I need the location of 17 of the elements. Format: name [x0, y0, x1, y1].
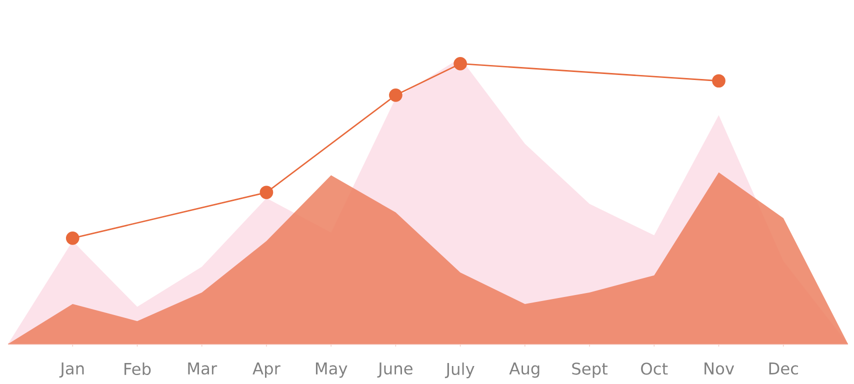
point: [66, 231, 80, 245]
x-tick-label: Oct: [641, 362, 668, 375]
x-tick-label: May: [316, 362, 348, 378]
x-tick-label: Apr: [252, 362, 280, 378]
point: [712, 74, 726, 88]
x-tick-label: June: [377, 362, 412, 378]
x-tick-label: Dec: [769, 362, 798, 375]
x-tick-label: Mar: [188, 362, 218, 375]
x-tick-label: Aug: [509, 362, 540, 378]
x-tick-label: Sept: [572, 362, 608, 378]
x-tick-label: Nov: [704, 362, 734, 375]
x-tick-label: Feb: [124, 362, 151, 376]
point: [389, 88, 402, 102]
point: [454, 57, 467, 70]
x-tick-label: Jan: [59, 362, 84, 378]
x-tick-label: July: [444, 362, 474, 378]
point: [260, 186, 274, 200]
